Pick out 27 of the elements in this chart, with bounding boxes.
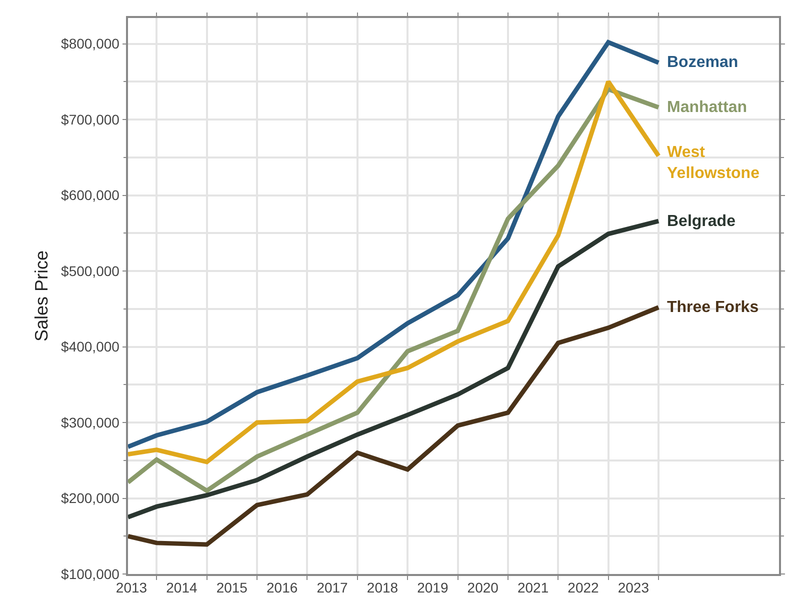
x-tick-label: 2018: [366, 580, 398, 596]
y-tick-label: $200,000: [61, 490, 120, 506]
y-tick-label: $500,000: [61, 262, 120, 279]
y-tick-label: $600,000: [61, 187, 120, 204]
series-label: West Yellowstone: [667, 144, 760, 182]
series-label: Bozeman: [667, 54, 738, 71]
x-tick-label: 2021: [517, 580, 549, 596]
series-label: Three Forks: [667, 299, 759, 316]
y-tick-label: $400,000: [61, 338, 120, 355]
x-tick-label: 2015: [216, 580, 248, 596]
line-series: [128, 305, 661, 547]
y-tick-label: $700,000: [61, 111, 120, 128]
x-tick-label: 2014: [166, 580, 198, 596]
y-tick-label: $300,000: [61, 414, 120, 430]
y-tick-label: $100,000: [61, 566, 120, 582]
x-tick-label: 2019: [417, 580, 448, 596]
series-label: Manhattan: [667, 99, 747, 116]
x-tick-label: 2013: [116, 580, 148, 596]
x-tick-label: 2020: [467, 580, 499, 596]
x-tick-label: 2022: [568, 580, 600, 596]
y-axis-title: Sales Price: [32, 250, 52, 342]
x-tick-label: 2016: [266, 580, 298, 596]
x-tick-label: 2017: [316, 580, 348, 596]
x-tick-label: 2023: [618, 580, 650, 596]
line-series: [128, 218, 661, 520]
y-tick-label: $800,000: [61, 36, 120, 52]
series-label: Belgrade: [667, 213, 736, 230]
